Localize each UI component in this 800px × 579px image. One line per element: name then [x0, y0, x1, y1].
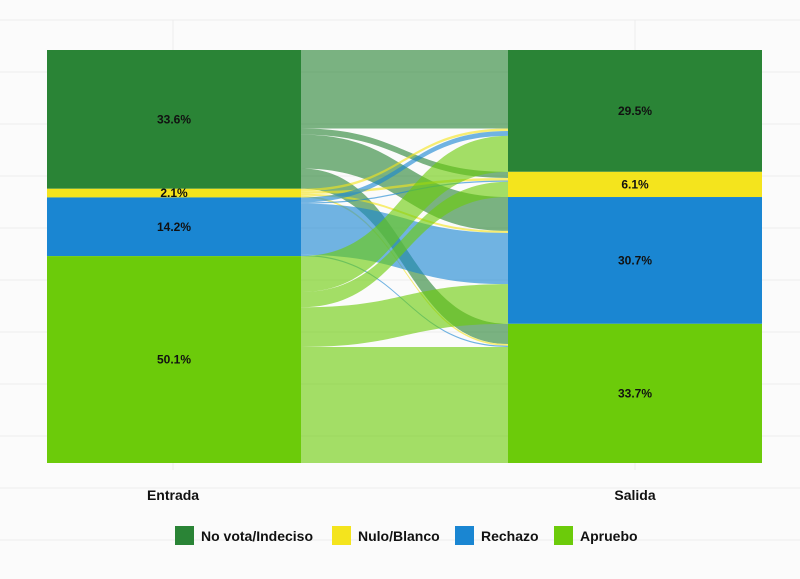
flow-rechazo-to-nulo	[301, 180, 508, 204]
legend-swatch-apruebo	[554, 526, 573, 545]
legend-swatch-novota	[175, 526, 194, 545]
flow-nulo-to-novota	[301, 128, 508, 192]
legend-label-rechazo: Rechazo	[481, 528, 539, 544]
bar-salida-rechazo	[508, 197, 762, 324]
x-axis: Entrada Salida	[147, 487, 656, 503]
legend-label-apruebo: Apruebo	[580, 528, 638, 544]
data-label-entrada-nulo: 2.1%	[160, 186, 188, 200]
x-tick-label-salida: Salida	[614, 487, 655, 503]
flows	[301, 50, 508, 463]
legend: No vota/Indeciso Nulo/Blanco Rechazo Apr…	[175, 526, 638, 545]
bar-salida-apruebo	[508, 323, 762, 463]
flow-nulo-to-nulo	[301, 178, 508, 194]
data-label-salida-rechazo: 30.7%	[618, 253, 652, 267]
bar-entrada-apruebo	[47, 256, 301, 463]
flow-apruebo-to-apruebo	[301, 346, 508, 463]
data-label-salida-apruebo: 33.7%	[618, 386, 652, 400]
stacked-bars	[47, 50, 762, 463]
data-label-salida-nulo: 6.1%	[621, 177, 649, 191]
flow-apruebo-to-rechazo	[301, 284, 508, 347]
data-label-entrada-apruebo: 50.1%	[157, 353, 191, 367]
flow-apruebo-to-nulo	[301, 181, 508, 308]
data-label-salida-novota: 29.5%	[618, 104, 652, 118]
data-label-entrada-novota: 33.6%	[157, 112, 191, 126]
segment-labels: 33.6% 2.1% 14.2% 50.1% 29.5% 6.1% 30.7% 33.7%	[157, 104, 652, 400]
legend-label-nulo: Nulo/Blanco	[358, 528, 440, 544]
flow-rechazo-to-novota	[301, 130, 508, 203]
legend-swatch-rechazo	[455, 526, 474, 545]
flow-nulo-to-apruebo	[301, 195, 508, 346]
bar-salida-novota	[508, 50, 762, 172]
legend-label-novota: No vota/Indeciso	[201, 528, 313, 544]
bar-salida-nulo	[508, 171, 762, 198]
bar-entrada-novota	[47, 50, 301, 189]
flow-novota-to-novota	[301, 50, 508, 129]
bar-entrada-nulo	[47, 188, 301, 198]
legend-swatch-nulo	[332, 526, 351, 545]
bar-entrada-rechazo	[47, 197, 301, 257]
flow-apruebo-to-novota	[301, 135, 508, 293]
x-tick-label-entrada: Entrada	[147, 487, 199, 503]
flow-novota-to-nulo	[301, 128, 508, 179]
data-label-entrada-rechazo: 14.2%	[157, 220, 191, 234]
